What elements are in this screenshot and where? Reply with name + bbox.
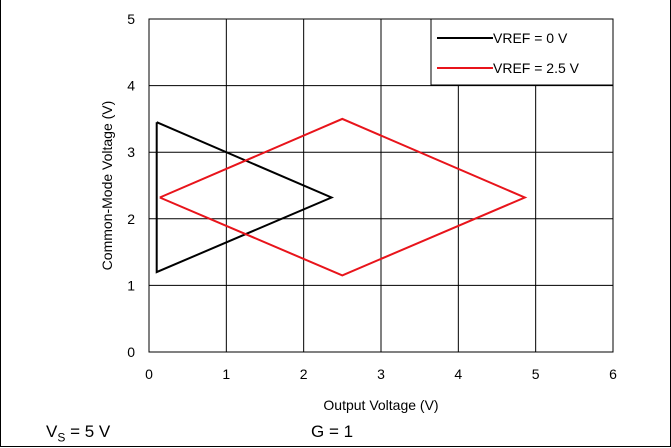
legend-box bbox=[430, 18, 614, 86]
vs-value: = 5 V bbox=[65, 422, 111, 441]
supply-voltage-note: VS = 5 V bbox=[46, 422, 110, 444]
x-tick-label: 3 bbox=[377, 366, 385, 382]
y-tick-label: 0 bbox=[127, 344, 135, 360]
series-lines bbox=[155, 117, 528, 277]
y-tick-label: 1 bbox=[127, 277, 135, 293]
x-tick-label: 2 bbox=[300, 366, 308, 382]
x-axis-label: Output Voltage (V) bbox=[323, 397, 438, 413]
plot-border bbox=[148, 18, 614, 353]
x-tick-label: 0 bbox=[145, 366, 153, 382]
x-tick-label: 1 bbox=[222, 366, 230, 382]
x-tick-label: 4 bbox=[454, 366, 462, 382]
y-tick-label: 2 bbox=[127, 211, 135, 227]
series-line-1 bbox=[155, 121, 335, 274]
vs-subscript: S bbox=[57, 430, 66, 445]
gain-note: G = 1 bbox=[311, 422, 354, 441]
y-tick-label: 4 bbox=[127, 78, 135, 94]
x-tick-label: 5 bbox=[532, 366, 540, 382]
legend: VREF = 0 V VREF = 2.5 V bbox=[430, 18, 614, 86]
series-line-2 bbox=[159, 117, 528, 277]
tick-labels: 0 1 2 3 4 5 6 0 1 2 3 4 5 bbox=[127, 11, 617, 382]
chart: 0 1 2 3 4 5 6 0 1 2 3 4 5 Output Voltage (V) Common-… bbox=[99, 11, 617, 413]
x-tick-label: 6 bbox=[609, 366, 617, 382]
legend-label-1: VREF = 0 V bbox=[493, 30, 568, 46]
vs-symbol: V bbox=[46, 422, 58, 441]
y-tick-label: 5 bbox=[127, 11, 135, 27]
legend-label-2: VREF = 2.5 V bbox=[493, 60, 580, 76]
y-axis-label: Common-Mode Voltage (V) bbox=[99, 101, 115, 271]
y-tick-label: 3 bbox=[127, 144, 135, 160]
